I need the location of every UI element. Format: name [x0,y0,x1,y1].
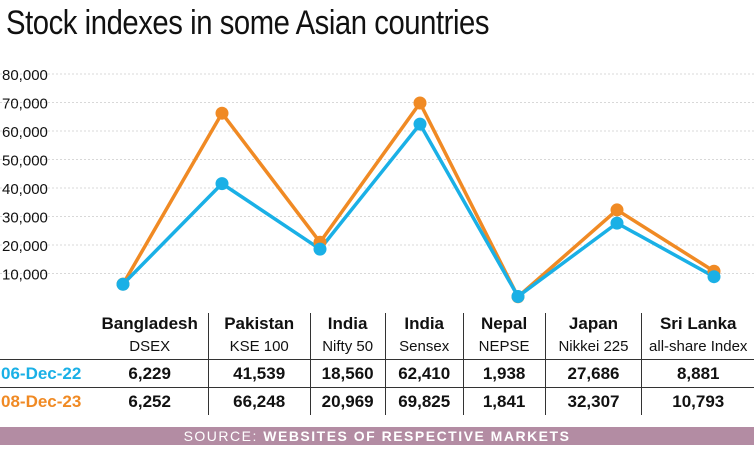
value-cell: 66,248 [207,387,311,415]
table-corner-2 [0,335,92,360]
series-line-08-Dec-23 [121,101,715,299]
index-dsex: DSEX [91,335,209,360]
country-nepal: Nepal [462,313,545,335]
data-point-08-Dec-23 [215,106,229,120]
series-label-2022: 06-Dec-22 [0,359,92,388]
value-cell: 10,793 [641,387,754,415]
data-point-06-Dec-22 [116,277,130,291]
country-india-sensex: India [384,313,464,335]
value-cell: 6,252 [128,391,171,411]
country-pakistan: Pakistan [207,313,311,335]
line-chart: 80,000 70,000 60,000 50,000 40,000 30,000 20,0… [0,67,754,304]
value-cell: 8,881 [641,359,754,388]
y-tick-label: 50,000 [2,153,48,170]
data-point-06-Dec-22 [313,242,327,256]
country-sri-lanka: Sri Lanka [641,313,754,335]
value-cell: 1,938 [462,359,545,388]
series-label-2023: 08-Dec-23 [1,391,82,411]
y-tick-label: 40,000 [2,181,48,198]
value-cell: 69,825 [384,387,464,415]
value-cell: 18,560 [309,359,386,388]
country-japan: Japan [544,313,642,335]
chart-title: Stock indexes in some Asian countries [6,4,490,42]
data-point-06-Dec-22 [215,177,229,191]
data-point-06-Dec-22 [511,289,525,303]
index-sensex: Sensex [384,335,464,360]
data-point-06-Dec-22 [707,270,721,284]
index-nifty50: Nifty 50 [309,335,386,360]
index-nikkei225: Nikkei 225 [544,335,642,360]
y-tick-label: 60,000 [2,124,48,141]
data-table: Bangladesh Pakistan India India Nepal Ja… [0,313,754,415]
value-cell: 1,841 [462,387,545,415]
country-bangladesh: Bangladesh [101,314,198,333]
value-cell: 32,307 [544,387,642,415]
y-tick-label: 80,000 [2,67,48,84]
table-corner [0,313,92,335]
value-cell: 6,229 [91,359,209,388]
data-point-06-Dec-22 [413,117,427,131]
y-tick-label: 20,000 [2,238,48,255]
index-nepse: NEPSE [462,335,545,360]
data-point-08-Dec-23 [610,203,624,217]
y-tick-label: 70,000 [2,96,48,113]
data-point-08-Dec-23 [413,96,427,110]
source-bar: SOURCE: WEBSITES OF RESPECTIVE MARKETS [0,427,754,445]
value-cell: 41,539 [207,359,311,388]
y-tick-label: 30,000 [2,210,48,227]
value-cell: 20,969 [309,387,386,415]
index-kse100: KSE 100 [207,335,311,360]
source-text: WEBSITES OF RESPECTIVE MARKETS [263,428,571,444]
country-india-nifty: India [309,313,386,335]
source-label: SOURCE: [183,428,258,444]
value-cell: 27,686 [544,359,642,388]
data-point-06-Dec-22 [610,216,624,230]
y-tick-label: 10,000 [2,267,48,284]
index-all-share: all-share Index [641,335,754,360]
value-cell: 62,410 [384,359,464,388]
series-line-06-Dec-22 [121,122,715,299]
